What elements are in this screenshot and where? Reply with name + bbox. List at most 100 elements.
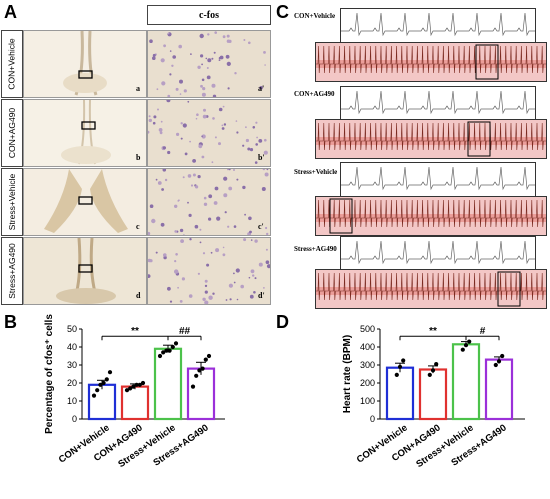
y-tick-label: 100 bbox=[360, 396, 375, 406]
stained-nucleus bbox=[190, 53, 192, 55]
stained-nucleus bbox=[211, 57, 214, 60]
stained-nucleus bbox=[248, 276, 251, 279]
stained-nucleus bbox=[183, 89, 187, 93]
stained-nucleus bbox=[211, 83, 216, 88]
stained-nucleus bbox=[187, 174, 192, 178]
cell-dots bbox=[149, 31, 266, 97]
stained-nucleus bbox=[233, 281, 236, 284]
stained-nucleus bbox=[204, 284, 208, 288]
stained-nucleus bbox=[254, 239, 258, 243]
data-point bbox=[164, 348, 169, 353]
stained-nucleus bbox=[264, 64, 266, 66]
micrograph-low-mag: d bbox=[23, 237, 147, 305]
stained-nucleus bbox=[243, 39, 246, 41]
stained-nucleus bbox=[207, 33, 210, 36]
stained-nucleus bbox=[167, 150, 171, 155]
stained-nucleus bbox=[158, 128, 163, 132]
stained-nucleus bbox=[224, 211, 227, 214]
stained-nucleus bbox=[222, 35, 226, 39]
stained-nucleus bbox=[192, 159, 196, 163]
brain-section-drawing bbox=[56, 238, 116, 304]
stained-nucleus bbox=[171, 64, 174, 67]
stained-nucleus bbox=[213, 51, 216, 54]
stained-nucleus bbox=[216, 216, 221, 221]
stained-nucleus bbox=[198, 144, 203, 149]
stained-nucleus bbox=[195, 117, 198, 120]
stained-nucleus bbox=[214, 186, 219, 191]
stained-nucleus bbox=[179, 79, 183, 84]
stained-nucleus bbox=[233, 169, 235, 171]
stained-nucleus bbox=[208, 217, 212, 221]
stained-nucleus bbox=[174, 260, 177, 263]
stained-nucleus bbox=[211, 161, 214, 164]
stained-nucleus bbox=[199, 33, 204, 39]
data-point bbox=[206, 353, 212, 359]
stained-nucleus bbox=[183, 234, 185, 235]
stained-nucleus bbox=[254, 277, 257, 280]
stained-nucleus bbox=[264, 138, 267, 142]
brain-section-drawing bbox=[61, 100, 111, 165]
stained-nucleus bbox=[169, 73, 172, 76]
data-point bbox=[134, 382, 139, 387]
bar bbox=[385, 366, 415, 421]
stained-nucleus bbox=[210, 251, 213, 254]
stained-nucleus bbox=[200, 54, 204, 58]
stained-nucleus bbox=[200, 84, 203, 88]
stained-nucleus bbox=[222, 246, 225, 249]
stained-nucleus bbox=[148, 258, 152, 263]
data-point bbox=[397, 364, 403, 369]
stained-nucleus bbox=[256, 136, 258, 139]
stained-nucleus bbox=[203, 196, 207, 200]
stained-nucleus bbox=[175, 253, 178, 256]
stained-nucleus bbox=[222, 253, 226, 257]
data-point bbox=[98, 382, 103, 387]
stained-nucleus bbox=[226, 34, 230, 38]
stained-nucleus bbox=[206, 263, 210, 267]
stained-nucleus bbox=[202, 114, 207, 119]
significance-label: ** bbox=[131, 326, 139, 337]
stained-nucleus bbox=[172, 55, 176, 59]
sublabel: c' bbox=[258, 222, 264, 231]
ecg-zoom-trace bbox=[340, 8, 550, 43]
stained-nucleus bbox=[218, 107, 223, 112]
stained-nucleus bbox=[160, 120, 163, 123]
stained-nucleus bbox=[221, 127, 225, 130]
data-point bbox=[161, 350, 166, 355]
stained-nucleus bbox=[261, 187, 266, 191]
stained-nucleus bbox=[203, 108, 206, 112]
stained-nucleus bbox=[160, 222, 165, 227]
stained-nucleus bbox=[203, 202, 208, 206]
data-point bbox=[140, 380, 146, 386]
data-point bbox=[170, 344, 175, 350]
sublabel: b bbox=[136, 153, 141, 162]
stained-nucleus bbox=[179, 228, 184, 233]
ecg-long-trace bbox=[315, 116, 549, 159]
y-tick-label: 20 bbox=[67, 378, 77, 388]
ecg-label-stress-ag490: Stress+AG490 bbox=[294, 245, 337, 253]
stained-nucleus bbox=[254, 161, 258, 164]
ecg-waveform bbox=[341, 240, 550, 265]
stained-nucleus bbox=[167, 286, 171, 291]
stained-nucleus bbox=[226, 39, 231, 43]
stained-nucleus bbox=[219, 55, 224, 60]
stained-nucleus bbox=[184, 152, 188, 156]
data-point bbox=[190, 384, 196, 389]
bar bbox=[153, 347, 183, 421]
stained-nucleus bbox=[243, 238, 247, 242]
data-point bbox=[434, 362, 439, 367]
stained-nucleus bbox=[177, 286, 179, 289]
data-point bbox=[463, 343, 469, 348]
ecg-long-trace bbox=[315, 193, 549, 236]
stained-nucleus bbox=[174, 204, 178, 208]
brain-section-drawing bbox=[63, 31, 107, 96]
stained-nucleus bbox=[244, 213, 246, 216]
stained-nucleus bbox=[242, 185, 246, 190]
stained-nucleus bbox=[166, 100, 171, 103]
bar bbox=[87, 383, 117, 421]
stained-nucleus bbox=[176, 132, 180, 136]
stained-nucleus bbox=[189, 238, 192, 241]
stained-nucleus bbox=[249, 148, 254, 152]
stained-nucleus bbox=[202, 297, 206, 301]
selection-box bbox=[475, 44, 499, 80]
y-tick-label: 0 bbox=[370, 414, 375, 424]
